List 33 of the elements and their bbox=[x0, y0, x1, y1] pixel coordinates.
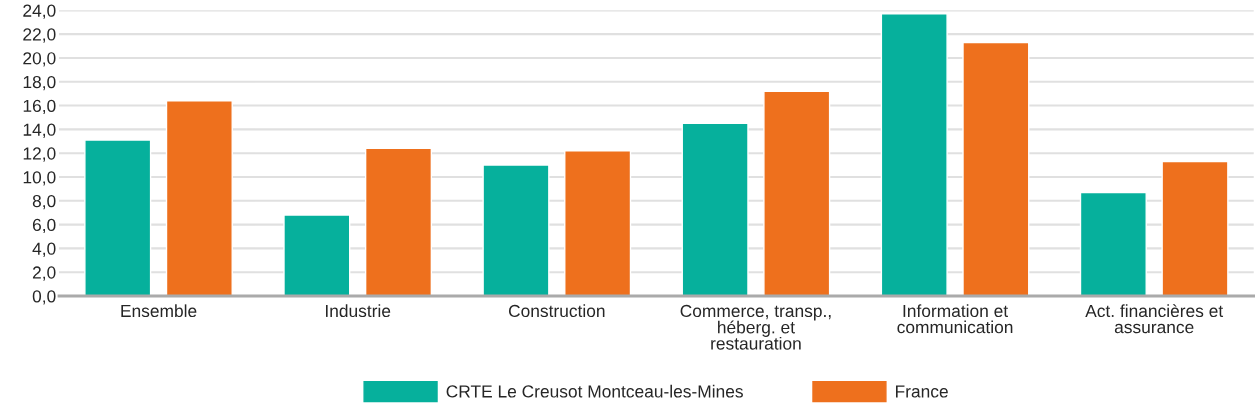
x-tick-label: Information et communication bbox=[897, 304, 1013, 334]
bar bbox=[880, 13, 948, 297]
y-tick-label: 0,0 bbox=[32, 290, 56, 305]
y-tick-label: 6,0 bbox=[32, 218, 56, 234]
bar bbox=[364, 147, 433, 297]
x-tick-label: Ensemble bbox=[121, 304, 197, 318]
bar bbox=[681, 122, 749, 297]
bar bbox=[564, 150, 632, 297]
y-tick-label: 14,0 bbox=[23, 123, 56, 138]
legend-label: France bbox=[896, 385, 948, 398]
bar bbox=[482, 164, 550, 297]
y-tick-label: 18,0 bbox=[23, 75, 56, 91]
y-tick-label: 24,0 bbox=[23, 4, 56, 19]
y-tick-label: 12,0 bbox=[23, 147, 56, 162]
x-tick-label: Industrie bbox=[325, 304, 391, 318]
y-tick-label: 22,0 bbox=[23, 28, 56, 43]
y-tick-label: 10,0 bbox=[23, 171, 56, 186]
y-tick-label: 20,0 bbox=[23, 52, 56, 67]
y-tick-label: 16,0 bbox=[23, 99, 56, 115]
bar bbox=[962, 41, 1030, 297]
y-tick-label: 4,0 bbox=[32, 242, 56, 257]
bar bbox=[1079, 191, 1147, 297]
legend-label: CRTE Le Creusot Montceau-les-Mines bbox=[446, 384, 743, 398]
x-tick-label: Act. financières et assurance bbox=[1085, 304, 1224, 334]
bar bbox=[84, 139, 152, 297]
y-tick-label: 8,0 bbox=[32, 194, 56, 210]
bar bbox=[165, 100, 233, 297]
y-tick-label: 2,0 bbox=[32, 266, 56, 281]
x-tick-label: Commerce, transp., héberg. et restauration bbox=[680, 304, 831, 350]
bar bbox=[283, 214, 351, 297]
bar bbox=[1161, 160, 1229, 297]
bar bbox=[763, 90, 831, 297]
x-tick-label: Construction bbox=[508, 304, 605, 318]
